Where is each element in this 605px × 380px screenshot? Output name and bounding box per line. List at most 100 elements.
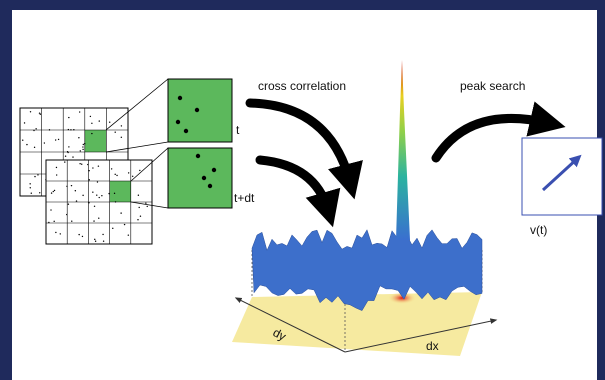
particle	[94, 239, 95, 240]
particle	[132, 176, 133, 177]
particle	[68, 129, 69, 130]
particle	[39, 192, 40, 193]
particle	[34, 147, 35, 148]
particle	[120, 212, 121, 213]
particle	[71, 220, 72, 221]
particle	[88, 202, 89, 203]
particle	[87, 164, 88, 165]
interrogation-window	[110, 181, 131, 202]
particle	[24, 122, 25, 123]
particle	[54, 190, 55, 191]
particle	[78, 137, 79, 138]
particle	[71, 185, 72, 186]
particle	[92, 191, 93, 192]
particle	[82, 236, 83, 237]
particle	[101, 195, 102, 196]
particle	[65, 156, 66, 157]
particle	[50, 209, 51, 210]
particle	[139, 170, 140, 171]
particle	[103, 240, 104, 241]
particle	[84, 143, 85, 144]
particle	[88, 170, 89, 171]
particle	[53, 221, 54, 222]
particle	[55, 139, 56, 140]
particle	[58, 139, 59, 140]
particle	[22, 140, 23, 141]
particle	[96, 194, 97, 195]
particle	[145, 202, 146, 203]
particle	[55, 232, 56, 233]
particle	[95, 241, 96, 242]
particle	[98, 165, 99, 166]
particle	[72, 156, 73, 157]
particle	[121, 137, 122, 138]
zoom-window-t-dt	[168, 148, 232, 208]
particle	[68, 117, 69, 118]
particle	[70, 129, 71, 130]
particle	[73, 129, 74, 130]
particle	[49, 129, 50, 130]
velocity-label: v(t)	[530, 223, 547, 237]
particle	[67, 151, 68, 152]
interrogation-window	[85, 130, 106, 152]
particle	[66, 186, 67, 187]
particle	[108, 193, 109, 194]
particle	[109, 122, 110, 123]
particle	[56, 167, 57, 168]
particle	[37, 174, 38, 175]
particle	[75, 190, 76, 191]
particle	[97, 181, 98, 182]
particle	[138, 195, 139, 196]
particle	[147, 206, 148, 207]
diagram: t t+dt cross correlation peak search dy …	[0, 0, 605, 380]
particle	[111, 168, 112, 169]
particle	[82, 195, 83, 196]
particle	[39, 112, 40, 113]
particle	[79, 163, 80, 164]
particle	[115, 174, 116, 175]
particle	[82, 146, 83, 147]
particle	[31, 193, 32, 194]
particle	[115, 201, 116, 202]
frame-label: t+dt	[234, 191, 255, 205]
particle	[128, 172, 129, 173]
particle	[35, 128, 36, 129]
particle	[44, 142, 45, 143]
particle	[139, 207, 140, 208]
particle	[115, 132, 116, 133]
particle	[91, 123, 92, 124]
particle	[34, 176, 35, 177]
particle	[56, 174, 57, 175]
particle	[82, 149, 83, 150]
particle	[99, 197, 100, 198]
particle	[30, 187, 31, 188]
particle	[91, 133, 92, 134]
particle	[79, 111, 80, 112]
particle	[66, 214, 67, 215]
particle	[76, 200, 77, 201]
particle	[93, 220, 94, 221]
particle	[128, 234, 129, 235]
particle	[137, 219, 138, 220]
particle	[64, 161, 65, 162]
particle	[68, 146, 69, 147]
zoom-window-t	[168, 79, 232, 142]
particle	[26, 144, 27, 145]
particle	[80, 150, 81, 151]
particle	[29, 183, 30, 184]
particle	[121, 125, 122, 126]
particle	[140, 216, 141, 217]
particle	[68, 204, 69, 205]
particle	[48, 222, 49, 223]
particle	[99, 120, 100, 121]
velocity-box	[522, 138, 602, 215]
particle	[102, 234, 103, 235]
particle	[92, 167, 93, 168]
particle	[78, 234, 79, 235]
particle	[33, 130, 34, 131]
particle	[112, 228, 113, 229]
particle	[114, 193, 115, 194]
particle	[81, 164, 82, 165]
particle	[53, 191, 54, 192]
particle	[30, 111, 31, 112]
